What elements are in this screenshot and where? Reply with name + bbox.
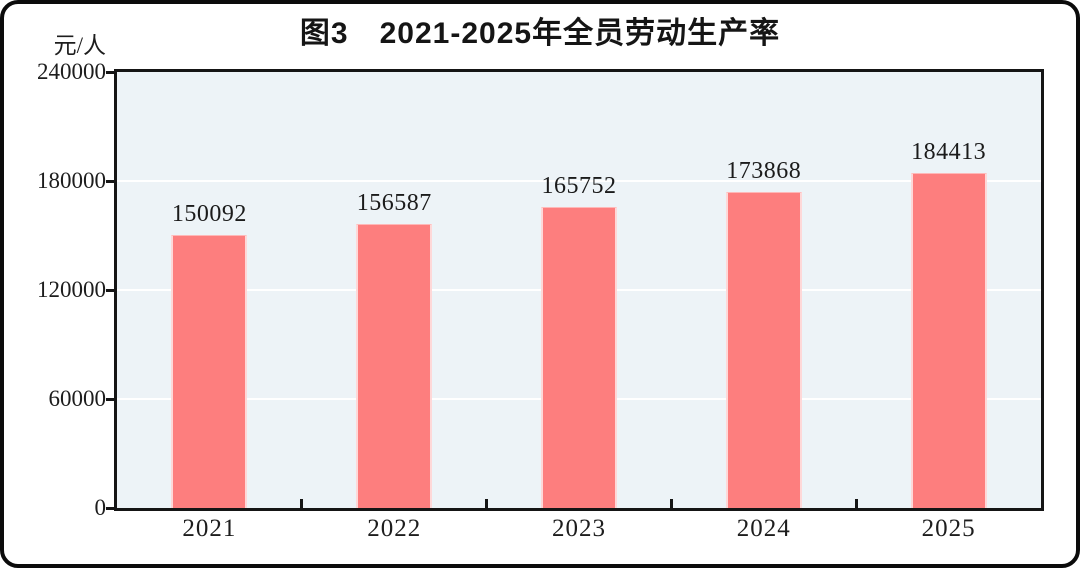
bar-2022	[356, 223, 433, 508]
chart-title: 图3 2021-2025年全员劳动生产率	[299, 17, 781, 50]
x-tick-label-2025: 2025	[921, 515, 976, 542]
x-tick-mark-3	[669, 499, 673, 508]
x-tick-label-2023: 2023	[551, 515, 606, 542]
y-tick-label-60000: 60000	[48, 386, 107, 411]
bar-2025	[910, 172, 987, 508]
x-tick-mark-1	[300, 499, 304, 508]
y-tick-mark-180000	[106, 179, 115, 183]
x-tick-label-2024: 2024	[736, 515, 791, 542]
x-tick-label-2022: 2022	[367, 515, 422, 542]
y-tick-label-240000: 240000	[37, 59, 106, 84]
bar-value-label-2025: 184413	[911, 138, 987, 165]
y-tick-label-180000: 180000	[37, 168, 106, 193]
x-tick-label-2021: 2021	[182, 515, 237, 542]
x-tick-mark-2	[485, 499, 489, 508]
bar-value-label-2023: 165752	[541, 172, 617, 199]
gridline-180000	[117, 180, 1041, 182]
bar-2023	[541, 206, 617, 508]
bar-value-label-2024: 173868	[726, 158, 802, 185]
y-tick-label-120000: 120000	[37, 277, 106, 302]
y-tick-mark-60000	[106, 397, 115, 401]
plot-inner: 150092 156587 165752 173868 184413	[117, 72, 1041, 508]
bar-value-label-2021: 150092	[171, 201, 247, 228]
y-axis-unit-label: 元/人	[53, 33, 106, 58]
x-tick-mark-4	[854, 499, 858, 508]
bar-2021	[171, 235, 248, 508]
y-tick-mark-120000	[106, 288, 115, 292]
bar-value-label-2022: 156587	[356, 189, 432, 216]
y-tick-mark-0	[106, 506, 115, 510]
y-tick-mark-240000	[106, 70, 115, 74]
y-tick-label-0: 0	[94, 495, 107, 520]
plot-area: 150092 156587 165752 173868 184413	[114, 69, 1044, 511]
bar-2024	[725, 192, 802, 508]
